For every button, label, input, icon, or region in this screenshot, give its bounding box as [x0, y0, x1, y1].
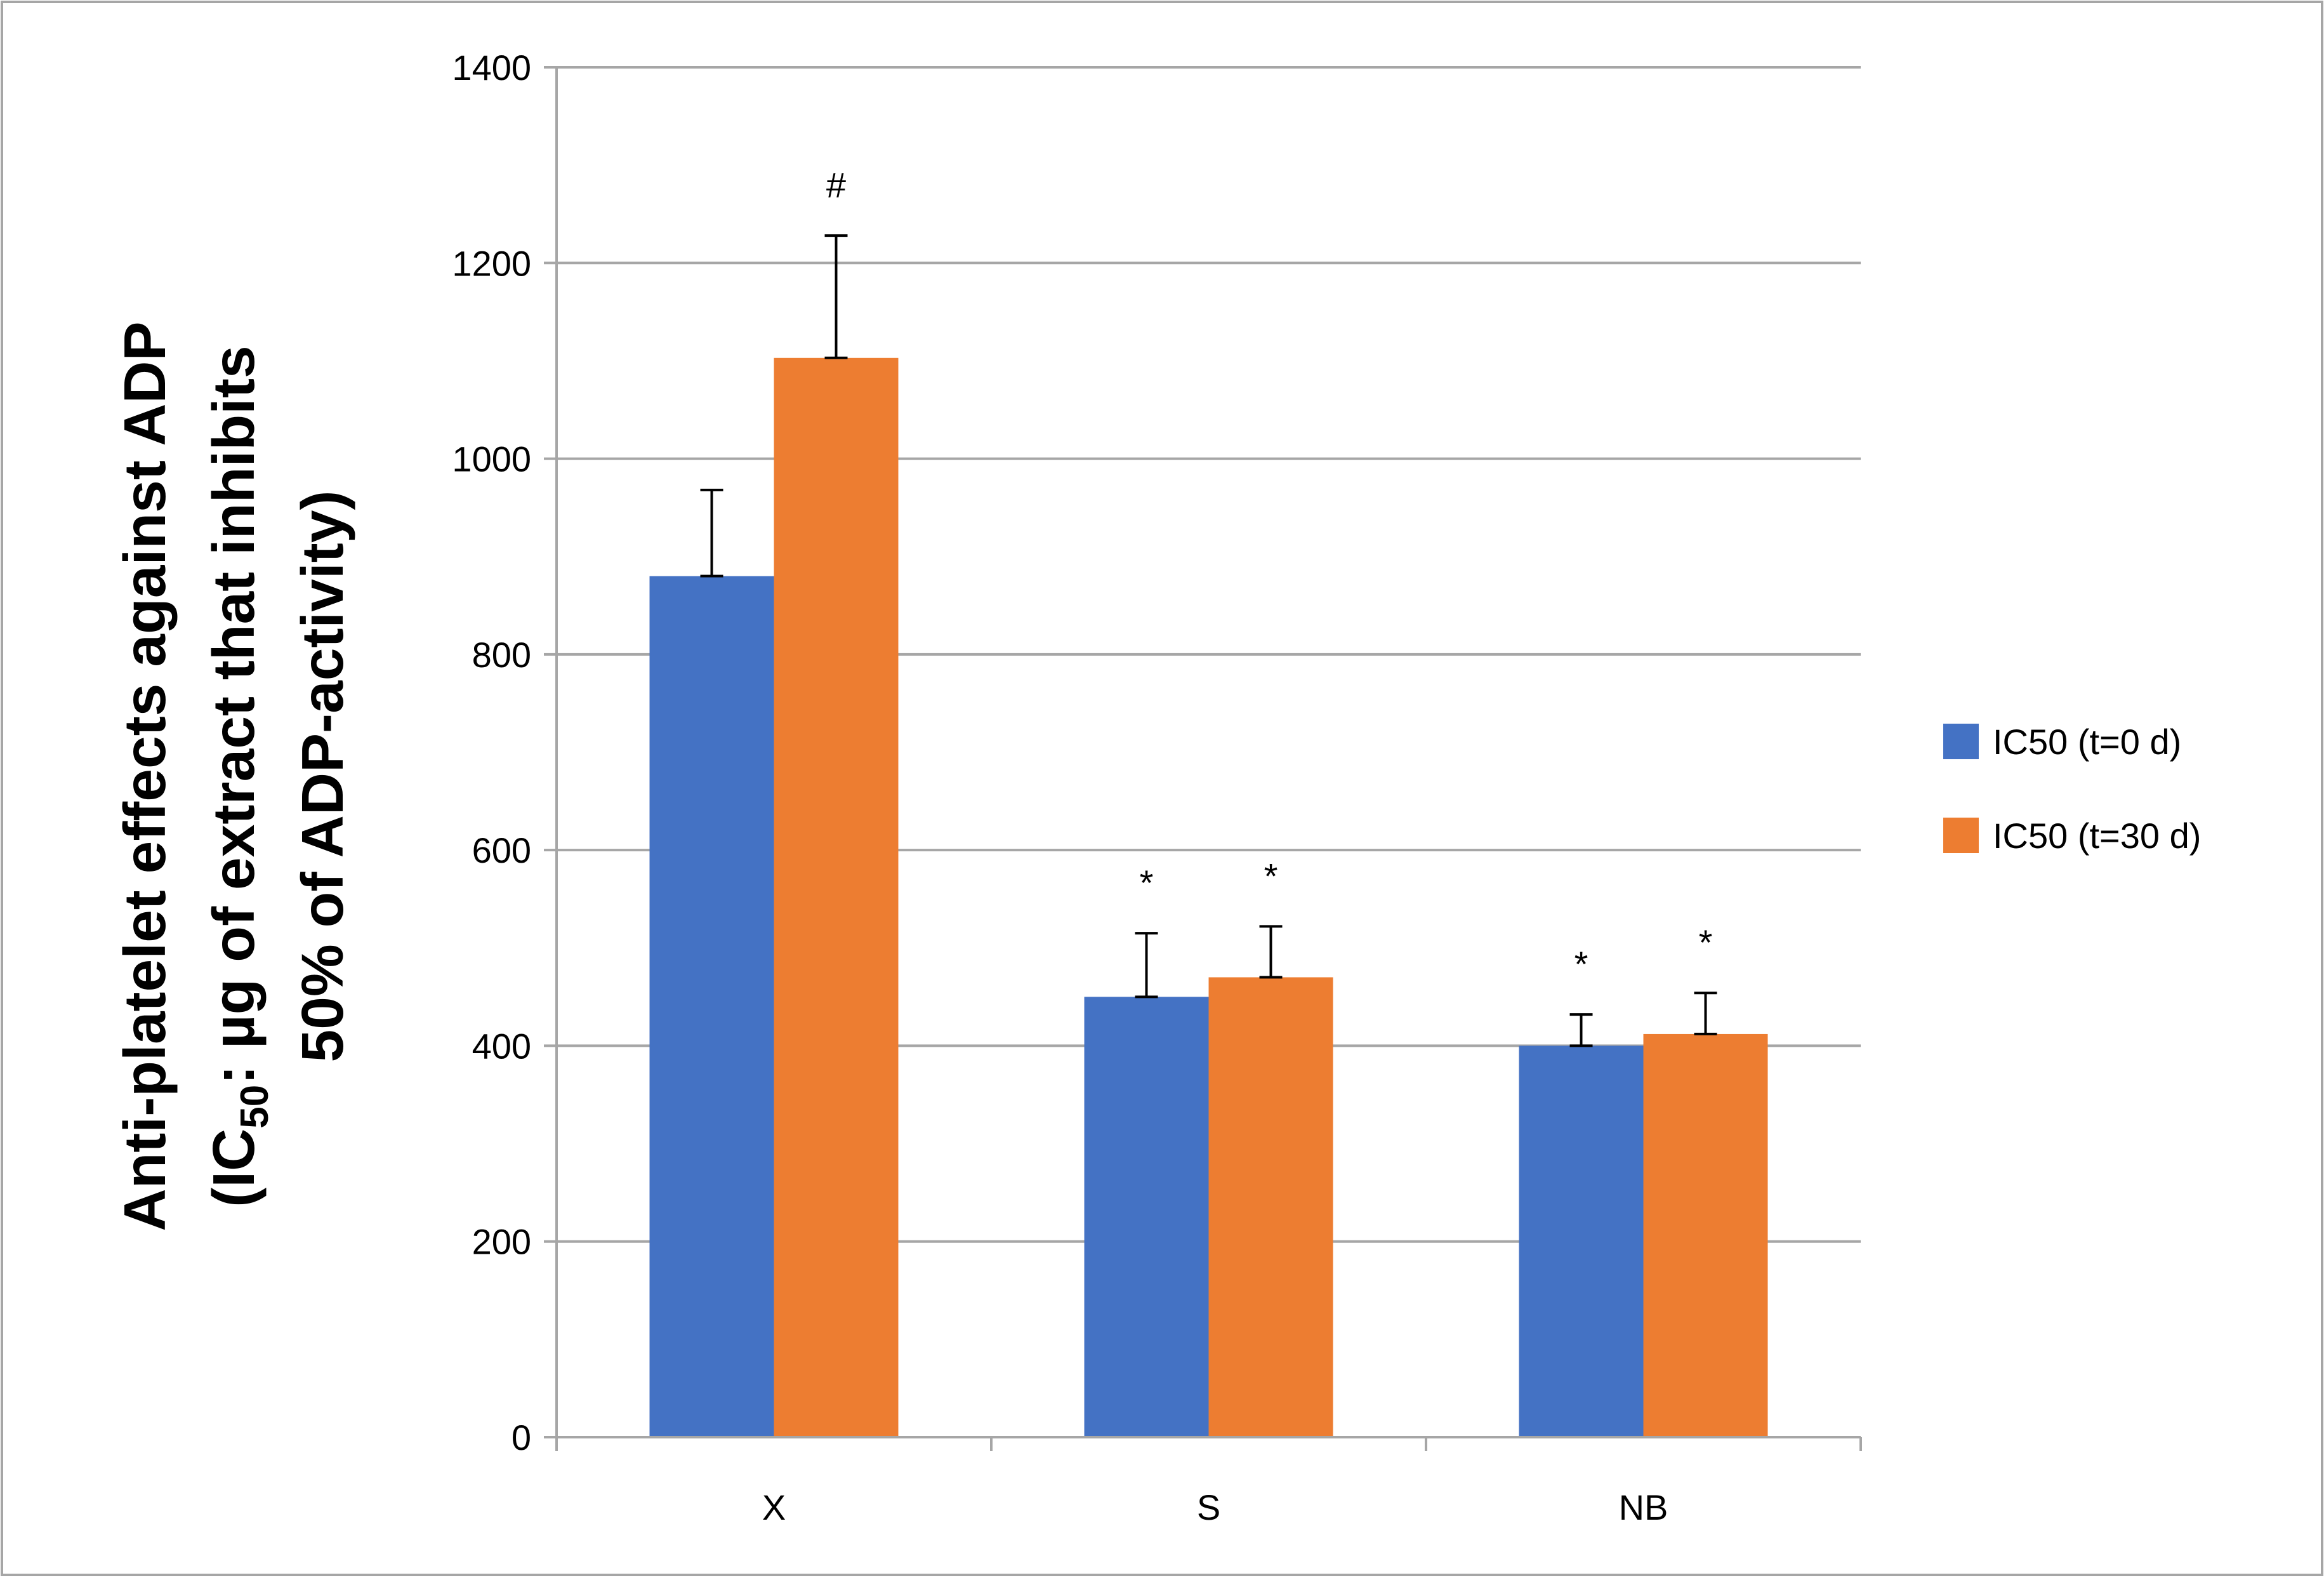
significance-marker: * [1699, 922, 1713, 962]
y-axis-title: Anti-platelet effects against ADP (IC50:… [112, 321, 355, 1231]
x-category-label: X [762, 1487, 786, 1527]
legend: IC50 (t=0 d) IC50 (t=30 d) [1943, 722, 2201, 856]
x-category-label: NB [1619, 1487, 1668, 1527]
bar-s-series-1 [1084, 997, 1209, 1437]
bar-s-series-2 [1208, 977, 1333, 1437]
axes [555, 67, 1862, 1451]
y-axis-title-line-2-prefix: (IC [201, 1129, 267, 1207]
bar-annotations: # * * * * [826, 165, 1712, 984]
legend-swatch [1943, 818, 1979, 853]
bars [649, 357, 1768, 1438]
y-axis-title-line-2-suffix: : µg of extract that inhibits [201, 345, 267, 1084]
significance-marker: * [1575, 944, 1588, 984]
y-tick-label: 800 [472, 635, 531, 675]
legend-swatch [1943, 724, 1979, 759]
category-labels: X S NB [762, 1487, 1668, 1527]
y-axis-title-line-3: 50% of ADP-activity) [289, 491, 355, 1063]
significance-marker: # [826, 165, 846, 205]
significance-marker: * [1140, 863, 1154, 903]
x-category-label: S [1197, 1487, 1220, 1527]
error-bars [700, 234, 1717, 1047]
y-axis-title-subscript: 50 [233, 1085, 277, 1129]
bar-x-series-2 [774, 357, 899, 1438]
y-axis-title-line-2: (IC50: µg of extract that inhibits [201, 345, 277, 1207]
significance-marker: * [1264, 856, 1278, 896]
y-tick-label: 1000 [452, 439, 531, 479]
y-tick-label: 400 [472, 1026, 531, 1066]
y-tick-label: 600 [472, 830, 531, 870]
y-tick-label: 1400 [452, 48, 531, 88]
bar-x-series-1 [649, 576, 774, 1437]
bar-nb-series-1 [1519, 1046, 1644, 1437]
legend-label: IC50 (t=30 d) [1993, 816, 2201, 856]
y-tick-label: 1200 [452, 243, 531, 283]
bar-nb-series-2 [1643, 1033, 1768, 1437]
tick-labels: 0 200 400 600 800 1000 1200 1400 [452, 48, 531, 1457]
legend-label: IC50 (t=0 d) [1993, 722, 2181, 762]
y-tick-label: 200 [472, 1222, 531, 1262]
y-axis-title-line-1: Anti-platelet effects against ADP [112, 321, 178, 1231]
y-tick-label: 0 [512, 1417, 531, 1457]
